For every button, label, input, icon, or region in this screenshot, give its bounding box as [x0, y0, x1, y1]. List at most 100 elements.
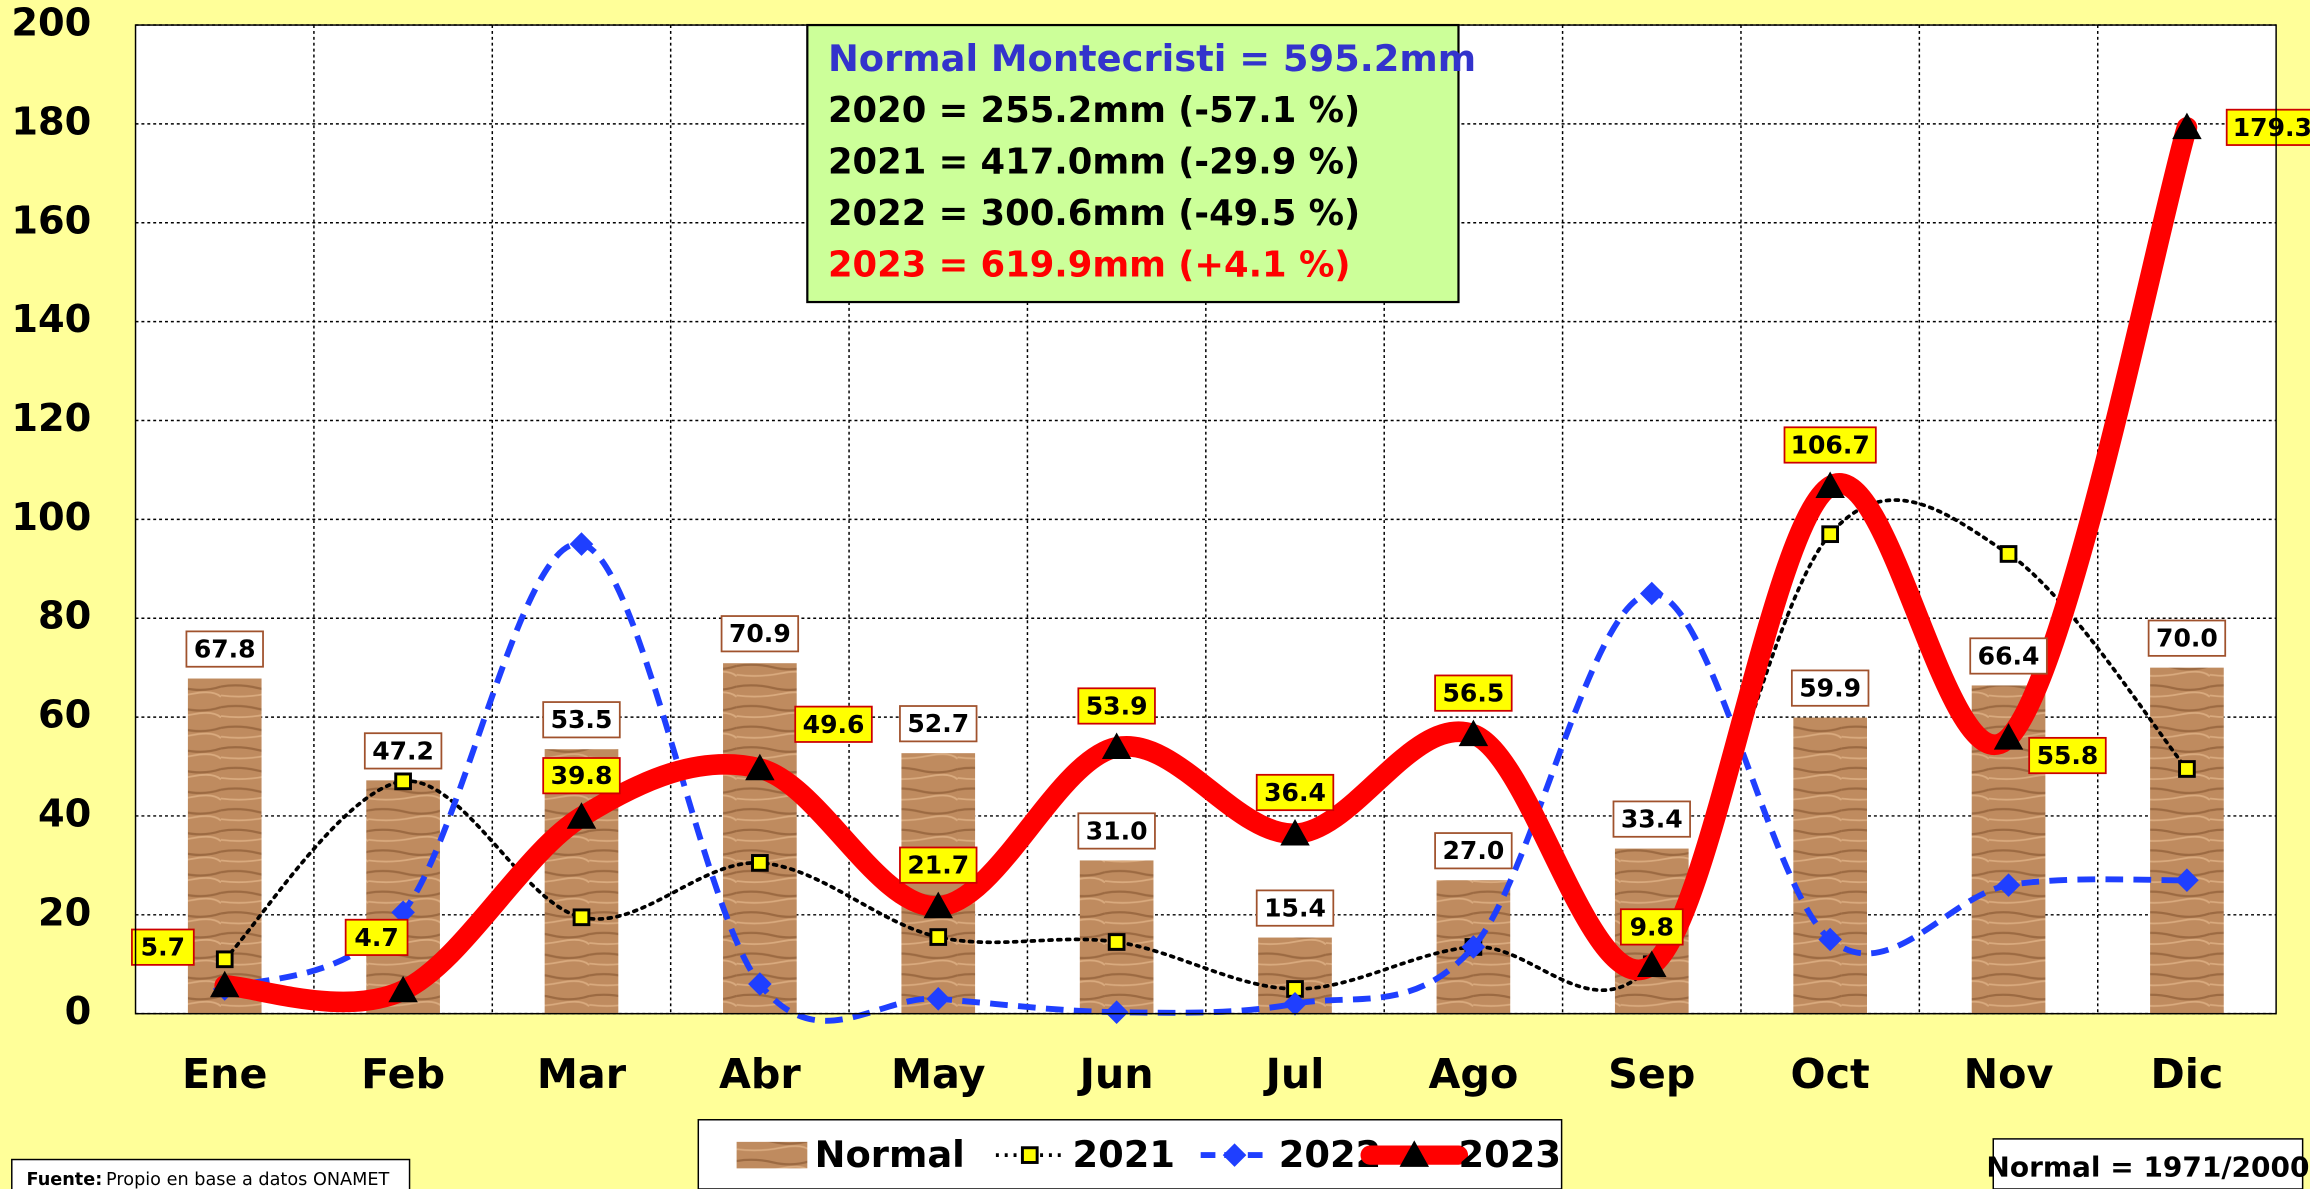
data-label: 70.9: [729, 619, 791, 648]
source: Propio en base a datos ONAMET: [106, 1170, 389, 1189]
legend-marker: [1020, 1146, 1039, 1164]
legend: Normal 2021 2022 2023: [697, 1119, 1563, 1189]
legend-marker: [1399, 1140, 1430, 1167]
legend-box: [697, 1119, 1563, 1189]
data-label-box: [1434, 674, 1513, 712]
data-label-box: [1434, 832, 1513, 870]
marker: [391, 900, 415, 925]
data-label: 9.8: [1630, 912, 1674, 941]
data-label-box: [1077, 812, 1156, 850]
y-tick-label: 160: [11, 198, 91, 243]
marker: [566, 802, 597, 829]
marker: [929, 928, 948, 946]
data-label: 39.8: [551, 761, 613, 790]
data-label: 49.6: [803, 710, 865, 739]
data-label: 70.0: [2156, 624, 2218, 653]
marker: [1283, 991, 1307, 1016]
marker: [2172, 112, 2202, 140]
marker: [1107, 933, 1126, 951]
data-label: 36.4: [1264, 778, 1326, 807]
x-tick-label: Oct: [1791, 1050, 1870, 1098]
marker: [394, 772, 412, 791]
data-label-box: [1619, 908, 1684, 946]
x-tick-label: Jun: [1077, 1050, 1154, 1098]
marker: [572, 908, 591, 927]
marker: [923, 891, 953, 919]
data-label: 4.7: [354, 923, 398, 952]
marker: [209, 970, 240, 998]
data-label: 179.3: [2233, 113, 2310, 142]
data-label: 21.7: [907, 851, 969, 880]
marker: [569, 532, 594, 556]
y-tick-label: 0: [65, 989, 92, 1034]
data-label: 52.7: [907, 709, 969, 738]
legend-label: Normal: [815, 1133, 965, 1176]
x-tick-label: Nov: [1964, 1050, 2054, 1098]
data-label-box: [2028, 736, 2107, 775]
marker: [1637, 950, 1667, 978]
source-label: Fuente:: [27, 1170, 103, 1189]
info-line: 2020 = 255.2mm (-57.1 %): [828, 90, 1360, 131]
marker: [1461, 935, 1486, 959]
y-tick-label: 20: [38, 890, 91, 935]
data-label: 67.8: [194, 635, 256, 664]
data-label-box: [542, 757, 621, 795]
info-line: Normal Montecristi = 595.2mm: [828, 37, 1476, 80]
y-tick-label: 60: [38, 693, 91, 738]
x-tick-label: Mar: [537, 1050, 627, 1098]
marker: [215, 950, 234, 969]
line-2023: [214, 117, 2198, 1013]
marker: [1815, 471, 1845, 499]
marker: [2178, 760, 2196, 778]
data-label: 5.7: [141, 933, 185, 962]
info-box-bg: [806, 23, 1460, 304]
data-label: 56.5: [1443, 679, 1505, 708]
x-tick-label: Ago: [1429, 1050, 1519, 1098]
legend-label: 2021: [1073, 1133, 1176, 1176]
info-line: 2023 = 619.9mm (+4.1 %): [828, 245, 1351, 286]
data-label-box: [363, 732, 443, 770]
y-tick-label: 120: [11, 396, 91, 441]
data-label-box: [185, 630, 264, 668]
marker: [1818, 927, 1842, 952]
x-tick-label: Dic: [2151, 1050, 2224, 1098]
data-label-box: [1969, 637, 2048, 675]
data-label: 106.7: [1791, 430, 1870, 459]
y-tick-label: 140: [11, 297, 91, 342]
data-label: 59.9: [1799, 674, 1861, 703]
data-label: 15.4: [1264, 894, 1326, 923]
bar: [1793, 717, 1867, 1014]
data-label: 33.4: [1621, 805, 1683, 834]
data-label-box: [1783, 426, 1877, 464]
marker: [748, 972, 772, 996]
data-label: 66.4: [1978, 641, 2040, 670]
footnote: Normal = 1971/2000: [1986, 1150, 2309, 1183]
marker: [926, 987, 951, 1011]
source-box: [11, 1158, 411, 1189]
info-line: 2021 = 417.0mm (-29.9 %): [828, 142, 1360, 183]
data-label-box: [542, 701, 621, 739]
marker: [751, 854, 769, 872]
data-label-box: [2225, 108, 2310, 146]
data-label-box: [1790, 669, 1870, 707]
data-label-box: [794, 705, 873, 743]
info-box: Normal Montecristi = 595.2mm 2020 = 255.…: [806, 23, 1476, 304]
data-label-box: [131, 928, 195, 966]
marker: [745, 753, 775, 781]
marker: [1639, 581, 1664, 606]
data-label-box: [1255, 773, 1335, 812]
y-tick-label: 200: [11, 1, 91, 46]
data-label-box: [720, 615, 800, 653]
x-tick-label: Abr: [719, 1050, 801, 1098]
bar: [723, 663, 797, 1014]
footnote-box: [1992, 1138, 2304, 1189]
line-2021: [222, 498, 2189, 992]
data-label: 27.0: [1443, 836, 1505, 865]
marker: [1821, 525, 1840, 544]
bar: [2150, 667, 2224, 1014]
x-tick-label: Ene: [182, 1050, 268, 1098]
data-label-box: [2147, 619, 2227, 657]
data-label-box: [899, 705, 978, 743]
